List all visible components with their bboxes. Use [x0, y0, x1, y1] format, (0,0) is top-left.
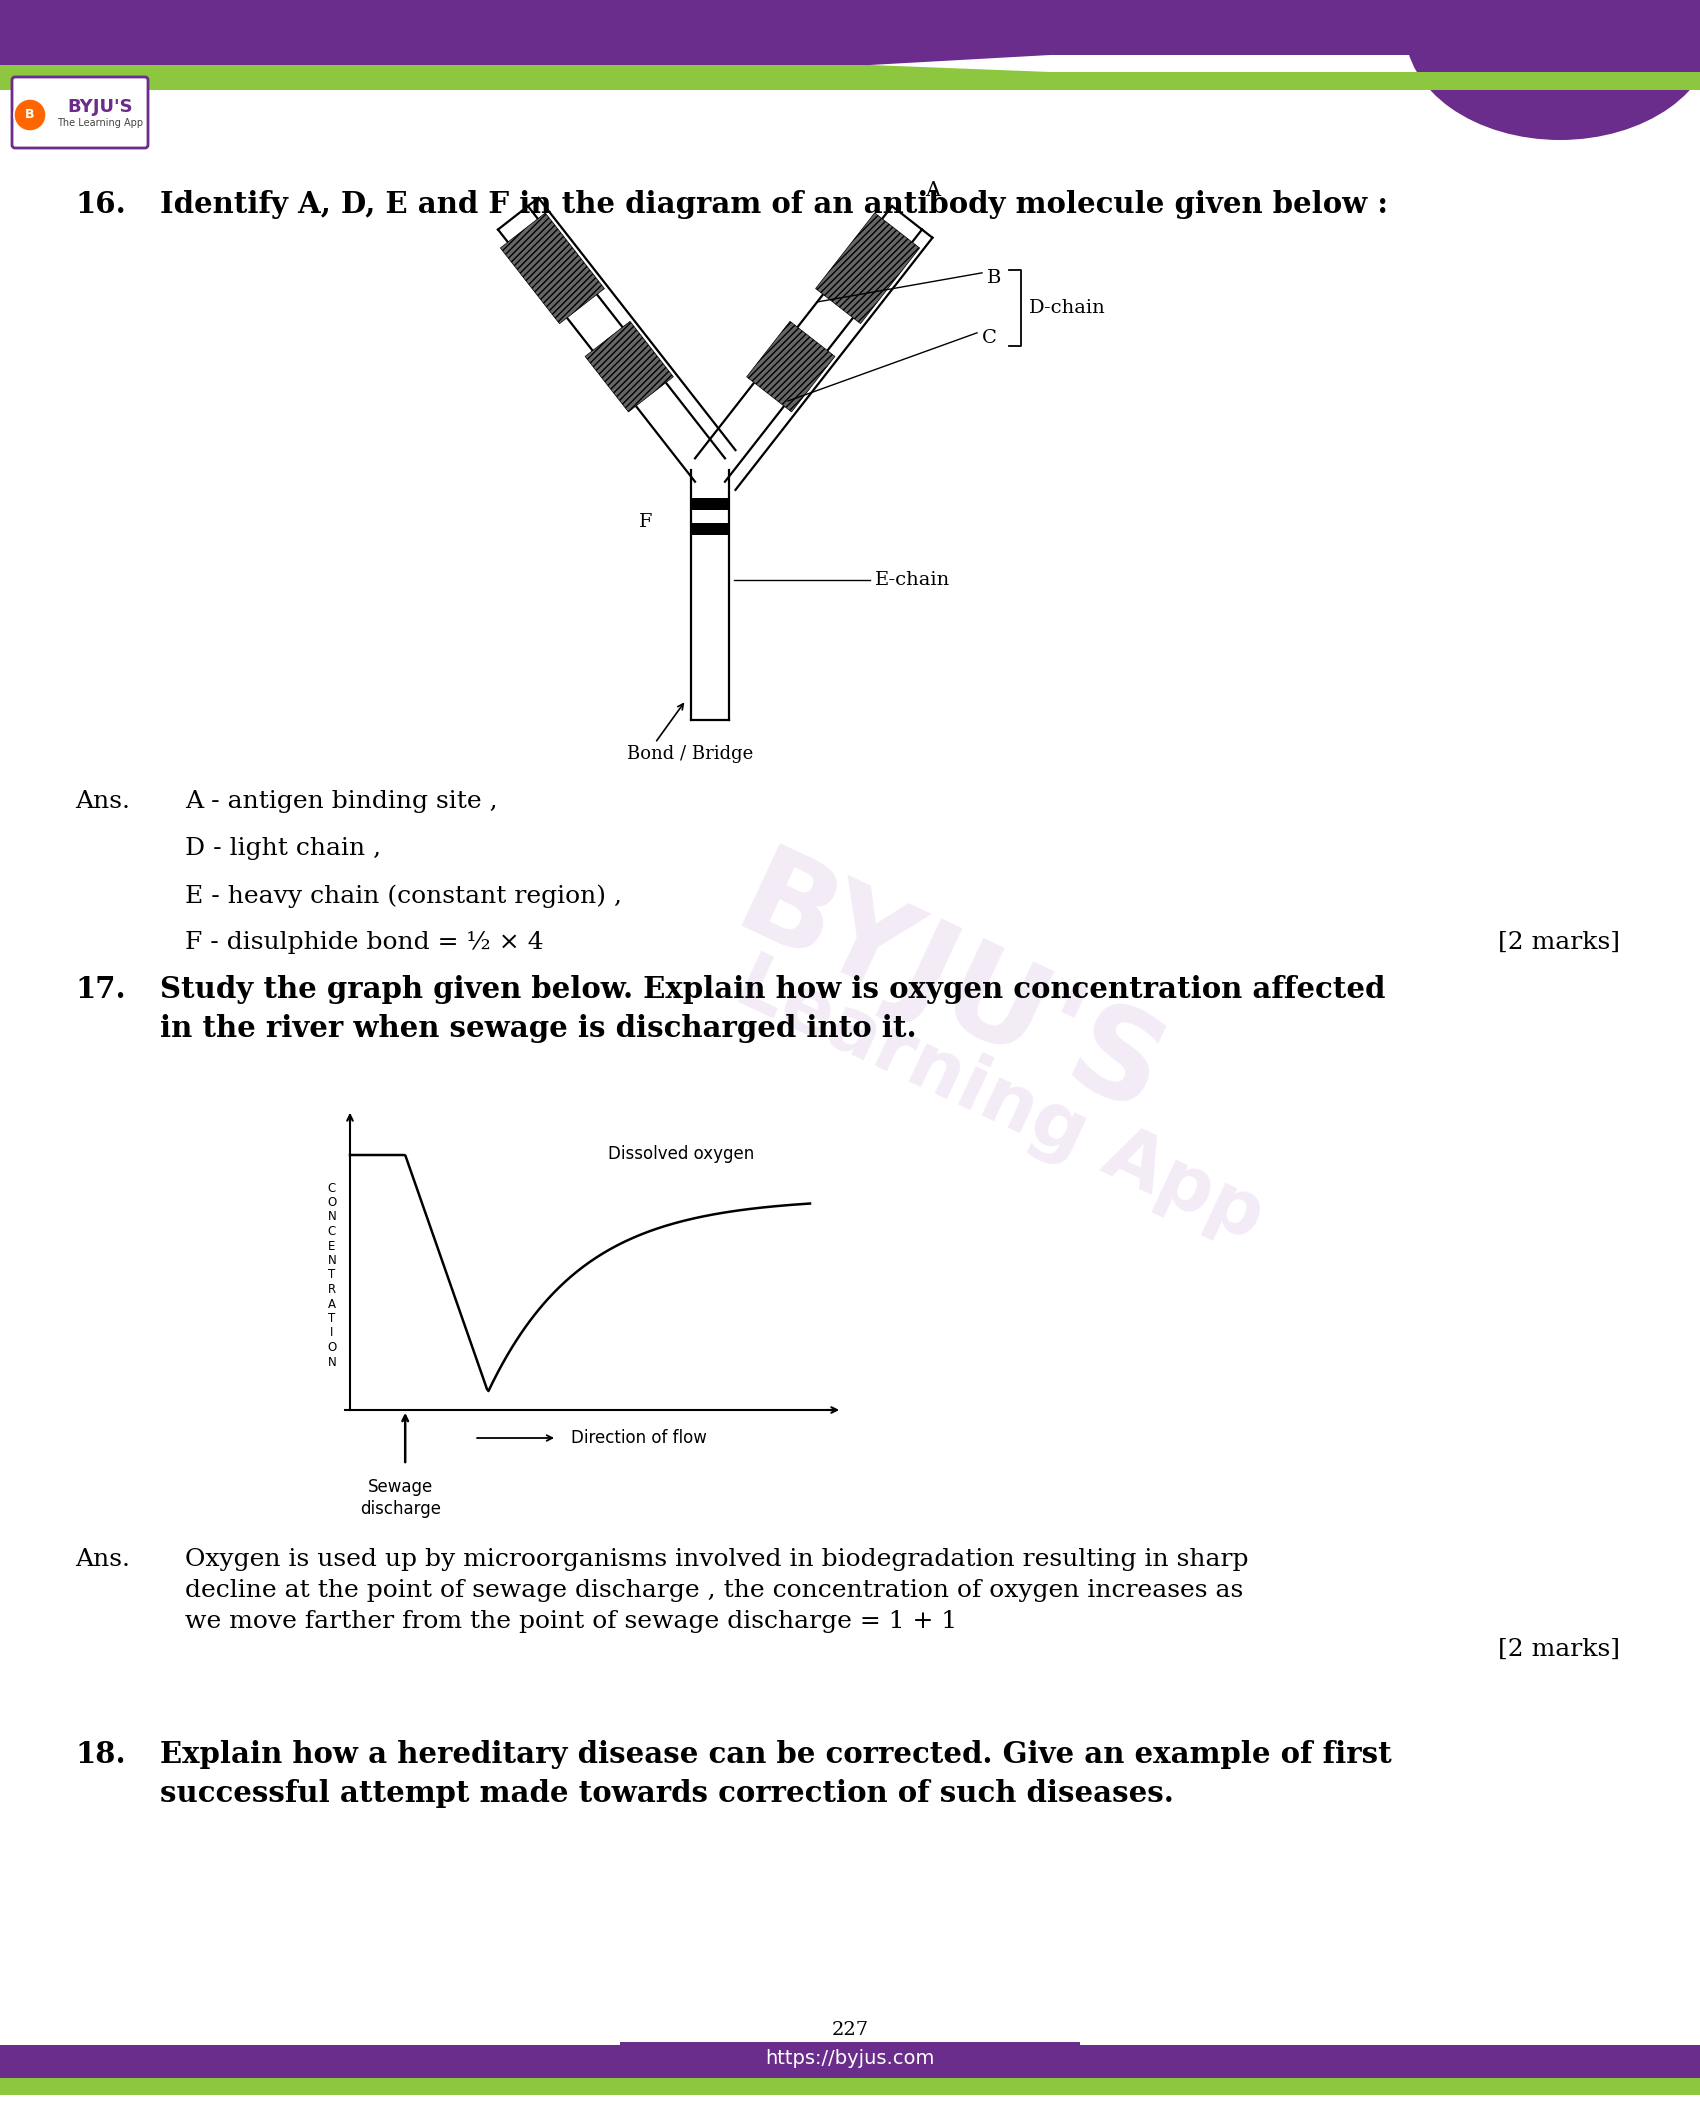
Text: B: B: [26, 108, 34, 121]
Text: 17.: 17.: [75, 975, 126, 1005]
Ellipse shape: [1404, 0, 1700, 140]
Text: [2 marks]: [2 marks]: [1498, 1639, 1620, 1660]
FancyBboxPatch shape: [12, 76, 148, 148]
Text: A: A: [925, 180, 940, 199]
Text: Ans.: Ans.: [75, 791, 129, 812]
Polygon shape: [746, 322, 835, 411]
Text: F - disulphide bond = ½ × 4: F - disulphide bond = ½ × 4: [185, 931, 544, 954]
Text: Learning App: Learning App: [724, 946, 1275, 1255]
Polygon shape: [585, 322, 673, 411]
Text: 16.: 16.: [75, 191, 126, 218]
Text: F: F: [639, 513, 653, 530]
Bar: [690, 524, 729, 534]
Text: Dissolved oxygen: Dissolved oxygen: [609, 1145, 755, 1164]
Polygon shape: [500, 212, 605, 324]
Polygon shape: [0, 2046, 1700, 2078]
Circle shape: [14, 100, 46, 131]
Text: The Learning App: The Learning App: [56, 119, 143, 127]
Text: D - light chain ,: D - light chain ,: [185, 837, 381, 861]
Text: Explain how a hereditary disease can be corrected. Give an example of first
succ: Explain how a hereditary disease can be …: [160, 1741, 1392, 1808]
Text: Identify A, D, E and F in the diagram of an antibody molecule given below :: Identify A, D, E and F in the diagram of…: [160, 191, 1389, 218]
Text: E-chain: E-chain: [876, 570, 950, 589]
Polygon shape: [0, 66, 1700, 89]
Text: E - heavy chain (constant region) ,: E - heavy chain (constant region) ,: [185, 884, 622, 907]
Text: Sewage
discharge: Sewage discharge: [360, 1478, 440, 1518]
Text: C: C: [983, 329, 996, 348]
Text: C
O
N
C
E
N
T
R
A
T
I
O
N: C O N C E N T R A T I O N: [328, 1181, 337, 1370]
Text: B: B: [988, 269, 1001, 286]
Text: 227: 227: [831, 2020, 869, 2039]
Text: Oxygen is used up by microorganisms involved in biodegradation resulting in shar: Oxygen is used up by microorganisms invo…: [185, 1548, 1248, 1632]
Polygon shape: [0, 0, 1700, 66]
FancyBboxPatch shape: [620, 2042, 1080, 2075]
Text: BYJU'S: BYJU'S: [68, 98, 133, 117]
Text: Bond / Bridge: Bond / Bridge: [627, 744, 753, 763]
Text: Ans.: Ans.: [75, 1548, 129, 1571]
Polygon shape: [0, 2078, 1700, 2095]
Text: D-chain: D-chain: [1028, 299, 1105, 316]
Text: Direction of flow: Direction of flow: [571, 1429, 707, 1448]
Text: 18.: 18.: [75, 1741, 126, 1768]
Text: A - antigen binding site ,: A - antigen binding site ,: [185, 791, 498, 812]
Text: https://byjus.com: https://byjus.com: [765, 2048, 935, 2067]
Bar: [690, 498, 729, 511]
Text: [2 marks]: [2 marks]: [1498, 931, 1620, 954]
Text: Study the graph given below. Explain how is oxygen concentration affected
in the: Study the graph given below. Explain how…: [160, 975, 1386, 1043]
Polygon shape: [816, 212, 920, 324]
Text: BYJU'S: BYJU'S: [717, 840, 1182, 1141]
